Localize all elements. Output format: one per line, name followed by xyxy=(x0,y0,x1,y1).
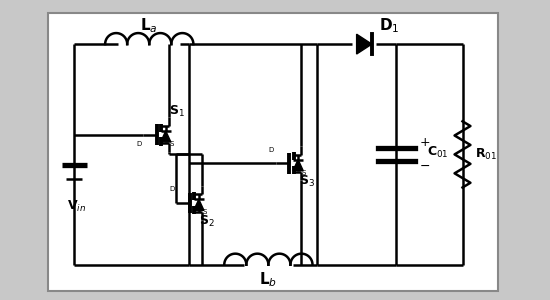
Text: $-$: $-$ xyxy=(419,159,431,172)
Text: D: D xyxy=(269,147,274,153)
Text: V$_{in}$: V$_{in}$ xyxy=(67,199,86,214)
Text: L$_a$: L$_a$ xyxy=(140,16,158,35)
Text: +: + xyxy=(419,136,430,149)
Polygon shape xyxy=(356,34,372,54)
Polygon shape xyxy=(161,131,171,142)
Text: D: D xyxy=(136,141,142,147)
Text: R$_{01}$: R$_{01}$ xyxy=(475,147,497,162)
Text: S$_3$: S$_3$ xyxy=(299,174,315,189)
FancyBboxPatch shape xyxy=(48,13,498,291)
Text: S$_1$: S$_1$ xyxy=(169,104,185,119)
Text: S$_2$: S$_2$ xyxy=(199,214,215,229)
Text: D$_1$: D$_1$ xyxy=(379,16,400,35)
Polygon shape xyxy=(293,160,303,171)
Text: C$_{01}$: C$_{01}$ xyxy=(427,145,449,160)
Text: S: S xyxy=(202,209,207,215)
Text: S: S xyxy=(169,141,174,147)
Text: L$_b$: L$_b$ xyxy=(260,271,277,289)
Polygon shape xyxy=(194,199,204,210)
Text: S: S xyxy=(301,170,306,176)
Text: D: D xyxy=(169,187,175,193)
